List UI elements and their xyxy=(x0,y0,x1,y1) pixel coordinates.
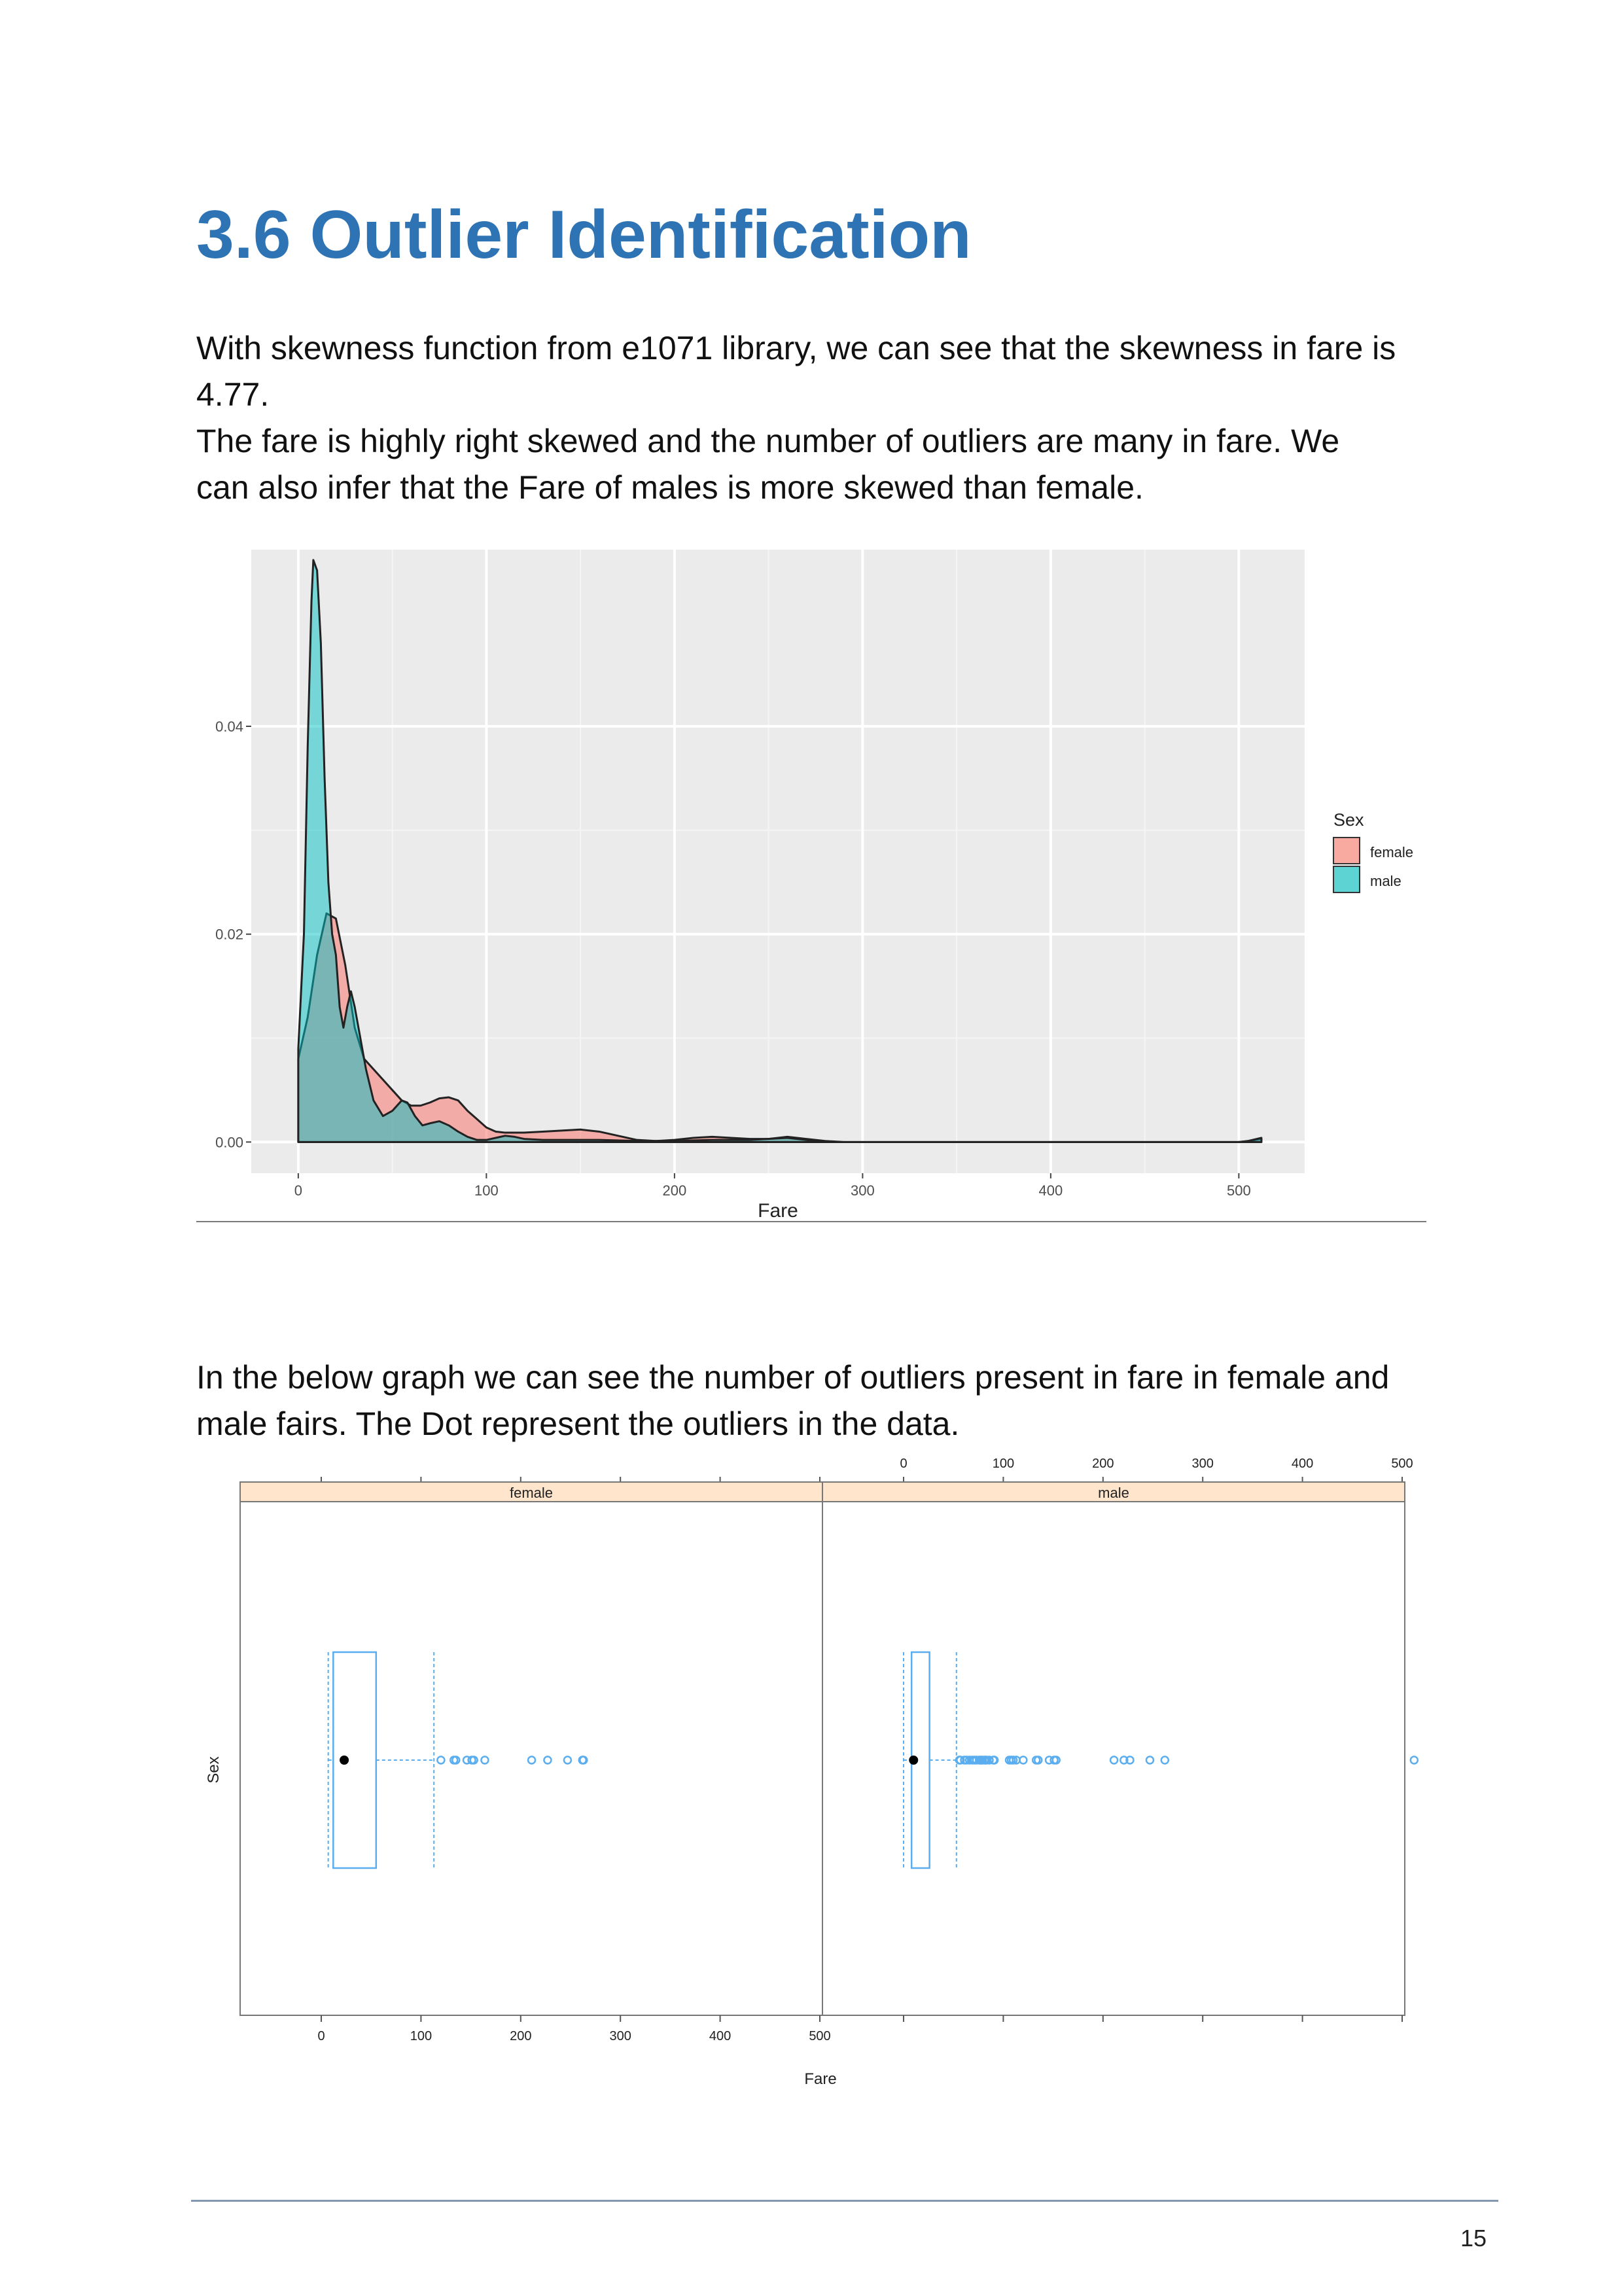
footer-rule xyxy=(191,2200,1498,2202)
boxplot-panels: female male xyxy=(239,1481,1419,2016)
panel-frame xyxy=(239,1481,823,2016)
bottom-axis-label: 0 xyxy=(317,2029,325,2043)
x-tick-label: 200 xyxy=(663,1182,687,1199)
bottom-axis-label: 100 xyxy=(410,2029,432,2043)
density-areas xyxy=(297,559,1263,1143)
section-heading: 3.6 Outlier Identification xyxy=(196,197,972,273)
y-tick-label: 0.04 xyxy=(215,718,243,735)
density-chart: 0.00 0.02 0.04 0 100 200 300 400 500 Fare Sex f… xyxy=(215,550,1413,1222)
boxplot-top-axis: 0 100 200 300 400 500 xyxy=(321,1457,1413,1482)
y-tick-label: 0.02 xyxy=(215,927,243,943)
top-axis-label: 400 xyxy=(1292,1457,1313,1471)
outlier-point xyxy=(563,1756,573,1765)
boxplot-panel-male: male xyxy=(822,1481,1419,2016)
outlier-point xyxy=(1145,1756,1155,1765)
top-axis-label: 500 xyxy=(1391,1457,1413,1471)
x-tick-label: 0 xyxy=(294,1182,302,1199)
paragraph-line: male fairs. The Dot represent the outlie… xyxy=(196,1405,960,1442)
outlier-point xyxy=(1120,1756,1129,1765)
boxplot-panel-female: female xyxy=(239,1481,837,2016)
outlier-point xyxy=(1008,1756,1018,1765)
top-axis-label: 200 xyxy=(1092,1457,1114,1471)
outlier-point xyxy=(956,1756,965,1765)
outlier-point xyxy=(579,1756,588,1765)
boxplot-y-axis-title: Sex xyxy=(205,1756,222,1783)
x-tick-label: 300 xyxy=(851,1182,875,1199)
outlier-point xyxy=(1051,1756,1061,1765)
paragraph-line: can also infer that the Fare of males is… xyxy=(196,469,1144,506)
outlier-point xyxy=(436,1756,446,1765)
outlier-point xyxy=(985,1756,994,1765)
density-y-axis: 0.00 0.02 0.04 xyxy=(215,718,251,1150)
median-dot xyxy=(340,1756,349,1765)
bottom-axis-label: 200 xyxy=(510,2029,531,2043)
paragraph-line: With skewness function from e1071 librar… xyxy=(196,330,1396,366)
outlier-point xyxy=(480,1756,489,1765)
x-tick-label: 500 xyxy=(1227,1182,1251,1199)
panel-strip xyxy=(822,1481,1405,1502)
legend-label-male: male xyxy=(1370,873,1402,889)
panel-strip-label: female xyxy=(510,1485,553,1501)
paragraph-outliers: In the below graph we can see the number… xyxy=(196,1354,1511,1447)
outlier-point xyxy=(1033,1756,1043,1765)
top-axis-label: 0 xyxy=(900,1457,907,1471)
paragraph-line: The fare is highly right skewed and the … xyxy=(196,423,1340,459)
paragraph-line: In the below graph we can see the number… xyxy=(196,1359,1390,1396)
paragraph-line: 4.77. xyxy=(196,376,270,413)
median-dot xyxy=(909,1756,919,1765)
boxplot-x-axis-title: Fare xyxy=(804,2070,836,2088)
density-legend: Sex female male xyxy=(1333,810,1413,893)
outlier-point xyxy=(1109,1756,1119,1765)
chart-divider xyxy=(196,1221,1426,1222)
x-tick-label: 100 xyxy=(474,1182,499,1199)
density-x-axis: 0 100 200 300 400 500 xyxy=(294,1173,1251,1199)
boxplot-bottom-axis: 0 100 200 300 400 500 xyxy=(317,2015,1403,2043)
outlier-point xyxy=(469,1756,478,1765)
x-tick-label: 400 xyxy=(1039,1182,1063,1199)
outlier-point xyxy=(1125,1756,1135,1765)
bottom-axis-label: 500 xyxy=(809,2029,830,2043)
outlier-point xyxy=(451,1756,461,1765)
y-tick-label: 0.00 xyxy=(215,1134,243,1150)
paragraph-skewness: With skewness function from e1071 librar… xyxy=(196,325,1511,511)
outlier-point xyxy=(989,1756,999,1765)
outlier-point xyxy=(527,1756,537,1765)
legend-key-female xyxy=(1333,837,1360,864)
outlier-point xyxy=(1160,1756,1170,1765)
bottom-axis-label: 300 xyxy=(610,2029,631,2043)
bottom-axis-label: 400 xyxy=(709,2029,731,2043)
legend-title: Sex xyxy=(1333,810,1364,830)
outlier-point xyxy=(1019,1756,1028,1765)
legend-key-male xyxy=(1333,866,1360,893)
top-axis-label: 100 xyxy=(993,1457,1014,1471)
top-axis-label: 300 xyxy=(1192,1457,1214,1471)
panel-frame xyxy=(822,1481,1405,2016)
density-area-male xyxy=(297,559,1263,1143)
outlier-point xyxy=(1409,1756,1419,1765)
legend-label-female: female xyxy=(1370,844,1413,860)
page-number: 15 xyxy=(1460,2225,1487,2252)
density-x-axis-title: Fare xyxy=(758,1200,798,1222)
boxplot-chart: 0 100 200 300 400 500 female male 0 100 200 300 40… xyxy=(205,1457,1419,2088)
outlier-point xyxy=(543,1756,552,1765)
panel-strip-label: male xyxy=(1098,1485,1129,1501)
density-panel xyxy=(251,550,1305,1173)
